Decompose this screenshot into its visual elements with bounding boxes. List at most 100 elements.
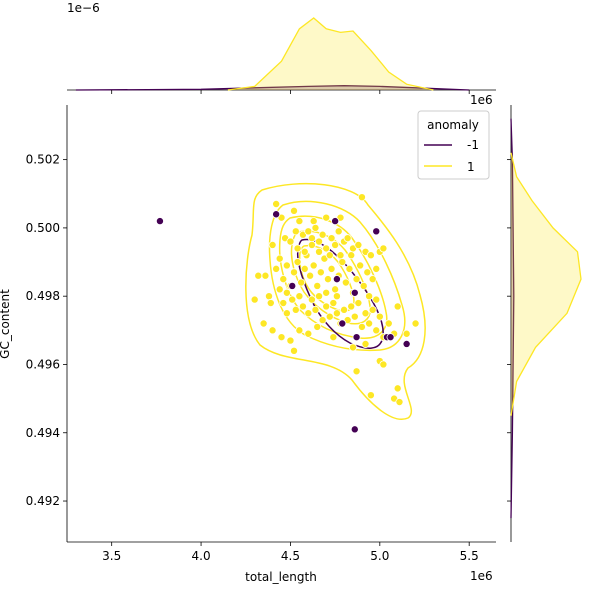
scatter-point-group-neg1: [272, 210, 281, 219]
scatter-point-group-1: [325, 312, 334, 321]
scatter-point-group-neg1: [288, 281, 297, 290]
scatter-point-group-1: [411, 319, 420, 328]
legend-label-neg1: -1: [467, 138, 479, 152]
scatter-point-group-1: [322, 302, 331, 311]
scatter-points: [155, 193, 420, 434]
kde-contour-group-1: [268, 200, 406, 352]
scatter-point-group-1: [354, 240, 363, 249]
top-marginal-fill-group-1: [227, 18, 434, 90]
scatter-point-group-1: [354, 299, 363, 308]
scatter-point-group-1: [266, 299, 275, 308]
scatter-point-group-1: [309, 217, 318, 226]
legend-frame: [417, 110, 490, 180]
scatter-point-group-1: [315, 292, 324, 301]
scatter-point-group-neg1: [338, 319, 347, 328]
scatter-point-group-1: [313, 281, 322, 290]
scatter-point-group-1: [295, 292, 304, 301]
scatter-point-group-1: [288, 295, 297, 304]
y-tick-label: 0.496: [26, 357, 60, 371]
scatter-point-group-1: [318, 316, 327, 325]
x-tick-label: 5.0: [370, 549, 389, 563]
scatter-point-group-1: [350, 312, 359, 321]
scatter-point-group-1: [268, 240, 277, 249]
top-marginal-ticks: [111, 90, 470, 94]
scatter-point-group-1: [290, 206, 299, 215]
scatter-point-group-1: [327, 234, 336, 243]
scatter-point-group-1: [361, 339, 370, 348]
scatter-point-group-1: [315, 237, 324, 246]
scatter-point-group-1: [345, 264, 354, 273]
scatter-point-group-1: [295, 326, 304, 335]
scatter-point-group-1: [322, 244, 331, 253]
scatter-point-group-1: [268, 326, 277, 335]
scatter-point-group-1: [368, 275, 377, 284]
x-ticks: 3.5 4.0 4.5 5.0 5.5: [102, 542, 479, 563]
scatter-point-group-neg1: [372, 227, 381, 236]
scatter-point-group-neg1: [350, 288, 359, 297]
scatter-point-group-1: [290, 268, 299, 277]
x-axis-label: total_length: [245, 570, 317, 584]
y-tick-label: 0.492: [26, 494, 60, 508]
scatter-point-group-1: [298, 302, 307, 311]
scatter-point-group-1: [325, 251, 334, 260]
scatter-point-group-1: [379, 360, 388, 369]
scatter-point-group-1: [309, 261, 318, 270]
scatter-point-group-1: [347, 251, 356, 260]
x-tick-label: 4.0: [192, 549, 211, 563]
scatter-point-group-1: [315, 247, 324, 256]
scatter-point-group-1: [291, 227, 300, 236]
scatter-point-group-1: [372, 326, 381, 335]
scatter-point-group-1: [366, 391, 375, 400]
scatter-point-group-1: [336, 251, 345, 260]
scatter-point-group-1: [282, 309, 291, 318]
y-tick-label: 0.494: [26, 426, 60, 440]
scatter-point-group-1: [318, 230, 327, 239]
scatter-point-group-neg1: [155, 217, 164, 226]
right-marginal-kde: [510, 118, 582, 519]
top-marginal-curve-group-1: [227, 17, 434, 91]
scatter-point-group-1: [368, 305, 377, 314]
legend-title: anomaly: [427, 118, 479, 132]
scatter-point-group-1: [254, 271, 263, 280]
scatter-point-group-1: [352, 275, 361, 284]
scatter-point-group-1: [282, 288, 291, 297]
scatter-point-group-1: [290, 346, 299, 355]
scatter-point-group-1: [331, 240, 340, 249]
main-axes: 3.5 4.0 4.5 5.0 5.5 0.492 0.494 0.496 0.498 0.50…: [0, 105, 496, 584]
top-marginal-curve-group-neg1: [75, 85, 470, 91]
scatter-point-group-1: [295, 217, 304, 226]
scatter-point-group-1: [366, 251, 375, 260]
scatter-point-group-1: [323, 275, 332, 284]
scatter-point-group-1: [393, 384, 402, 393]
scatter-point-group-1: [279, 275, 288, 284]
right-marginal-axes: 1e6: [470, 93, 582, 542]
scatter-point-group-1: [311, 305, 320, 314]
scatter-point-group-neg1: [332, 275, 341, 284]
scatter-point-group-1: [340, 305, 349, 314]
scatter-point-group-1: [365, 292, 374, 301]
scatter-point-group-1: [332, 292, 341, 301]
scatter-point-group-1: [300, 264, 309, 273]
scatter-point-group-1: [379, 244, 388, 253]
scatter-point-group-1: [343, 234, 352, 243]
scatter-point-group-1: [372, 264, 381, 273]
top-marginal-offset-text: 1e−6: [67, 1, 100, 15]
scatter-point-group-1: [375, 312, 384, 321]
legend: anomaly -1 1: [417, 110, 490, 180]
scatter-point-group-1: [272, 264, 281, 273]
scatter-point-group-neg1: [331, 217, 340, 226]
scatter-point-group-1: [304, 329, 313, 338]
scatter-point-group-1: [293, 244, 302, 253]
y-tick-label: 0.500: [26, 221, 60, 235]
scatter-point-group-1: [372, 295, 381, 304]
scatter-point-group-1: [341, 278, 350, 287]
scatter-point-group-1: [304, 309, 313, 318]
legend-label-pos1: 1: [467, 160, 475, 174]
y-axis-label: GC_content: [0, 289, 12, 359]
scatter-point-group-1: [275, 285, 284, 294]
scatter-point-group-1: [307, 234, 316, 243]
scatter-point-group-neg1: [352, 333, 361, 342]
scatter-point-group-1: [384, 319, 393, 328]
scatter-point-group-1: [250, 295, 259, 304]
